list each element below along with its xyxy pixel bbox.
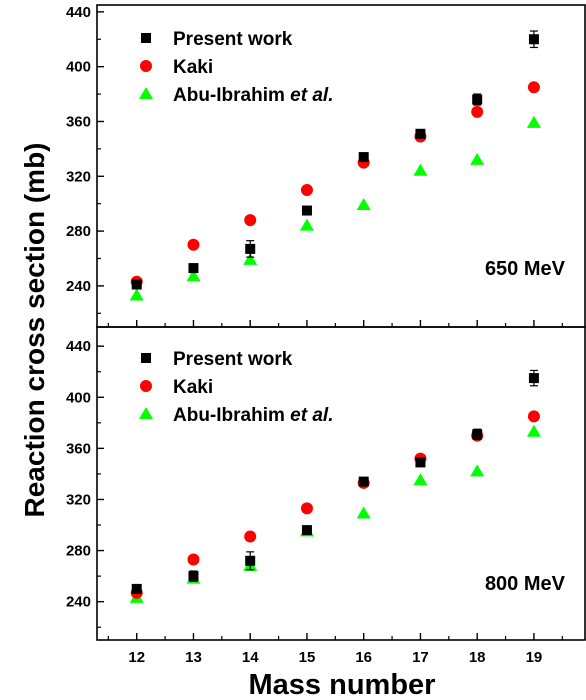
legend-entry: Present work [173, 29, 293, 50]
legend-marker [140, 380, 152, 392]
data-point [472, 94, 483, 105]
x-tick-label: 19 [526, 649, 543, 666]
legend-marker [141, 33, 151, 43]
data-point [413, 163, 428, 176]
legend-entry: Present work [173, 349, 293, 370]
y-tick-label: 320 [66, 491, 91, 508]
data-point [300, 502, 313, 515]
y-axis-title: Reaction cross section (mb) [19, 143, 50, 518]
legend-entry: Kaki [173, 377, 213, 398]
legend-marker [139, 407, 153, 419]
panel-label: 650 MeV [485, 258, 566, 280]
legend-marker [139, 87, 153, 99]
data-point [527, 410, 540, 423]
legend-marker [141, 353, 151, 363]
series-triangle [129, 115, 541, 301]
x-tick-label: 16 [355, 649, 372, 666]
plot-frame [96, 326, 586, 641]
x-tick-label: 17 [412, 649, 429, 666]
data-point [301, 205, 312, 216]
data-point [187, 238, 200, 251]
y-tick-label: 240 [66, 278, 91, 295]
series-square [131, 30, 539, 290]
y-tick-label: 240 [66, 594, 91, 611]
data-point [415, 457, 426, 468]
y-tick-label: 440 [66, 4, 91, 21]
data-point [526, 424, 541, 437]
y-tick-label: 360 [66, 440, 91, 457]
data-point [526, 115, 541, 128]
legend-marker [140, 60, 152, 72]
data-point [245, 243, 256, 254]
x-tick-label: 15 [299, 649, 316, 666]
panel-label: 800 MeV [485, 573, 566, 595]
y-tick-label: 320 [66, 168, 91, 185]
chart-panel-2: 240 280 320 360 400 440 12 13 14 15 16 17 18 19 Presen… [66, 326, 586, 666]
data-point [244, 530, 257, 543]
y-tick-label: 280 [66, 223, 91, 240]
data-point [358, 152, 369, 163]
data-point [472, 429, 483, 440]
legend-entry: Kaki [173, 57, 213, 78]
legend-entry: Abu-Ibrahim et al. [173, 405, 333, 426]
y-tick-label: 280 [66, 543, 91, 560]
legend: Present work Kaki Abu-Ibrahim et al. [139, 349, 333, 426]
data-point [129, 288, 144, 301]
series-circle [130, 81, 540, 288]
data-point [415, 128, 426, 139]
chart-panel-1: 240 280 320 360 400 440 Present work Kaki Abu-Ib… [66, 4, 586, 328]
data-point [413, 473, 428, 486]
data-point [186, 269, 201, 282]
data-point [528, 34, 539, 45]
x-tick-label: 13 [185, 649, 202, 666]
data-point [187, 553, 200, 566]
x-tick-label: 14 [242, 649, 259, 666]
x-tick-label: 12 [128, 649, 145, 666]
data-point [356, 506, 371, 519]
data-point [131, 279, 142, 290]
data-point [188, 263, 199, 274]
y-tick-label: 400 [66, 389, 91, 406]
data-point [356, 198, 371, 211]
data-point [301, 525, 312, 536]
y-tick-label: 400 [66, 59, 91, 76]
data-point [470, 152, 485, 165]
data-point [245, 555, 256, 566]
data-point [243, 252, 258, 265]
data-point [528, 373, 539, 384]
data-point [358, 476, 369, 487]
data-point [471, 105, 484, 118]
data-point [527, 81, 540, 94]
data-point [470, 464, 485, 477]
data-point [188, 571, 199, 582]
x-tick-label: 18 [469, 649, 486, 666]
y-tick-label: 360 [66, 113, 91, 130]
data-point [244, 214, 257, 227]
series-square [131, 369, 539, 594]
y-tick-label: 440 [66, 338, 91, 355]
x-axis-title: Mass number [249, 669, 436, 700]
legend-entry: Abu-Ibrahim et al. [173, 85, 333, 106]
data-point [300, 183, 313, 196]
data-point [131, 583, 142, 594]
legend: Present work Kaki Abu-Ibrahim et al. [139, 29, 333, 106]
data-point [299, 218, 314, 231]
